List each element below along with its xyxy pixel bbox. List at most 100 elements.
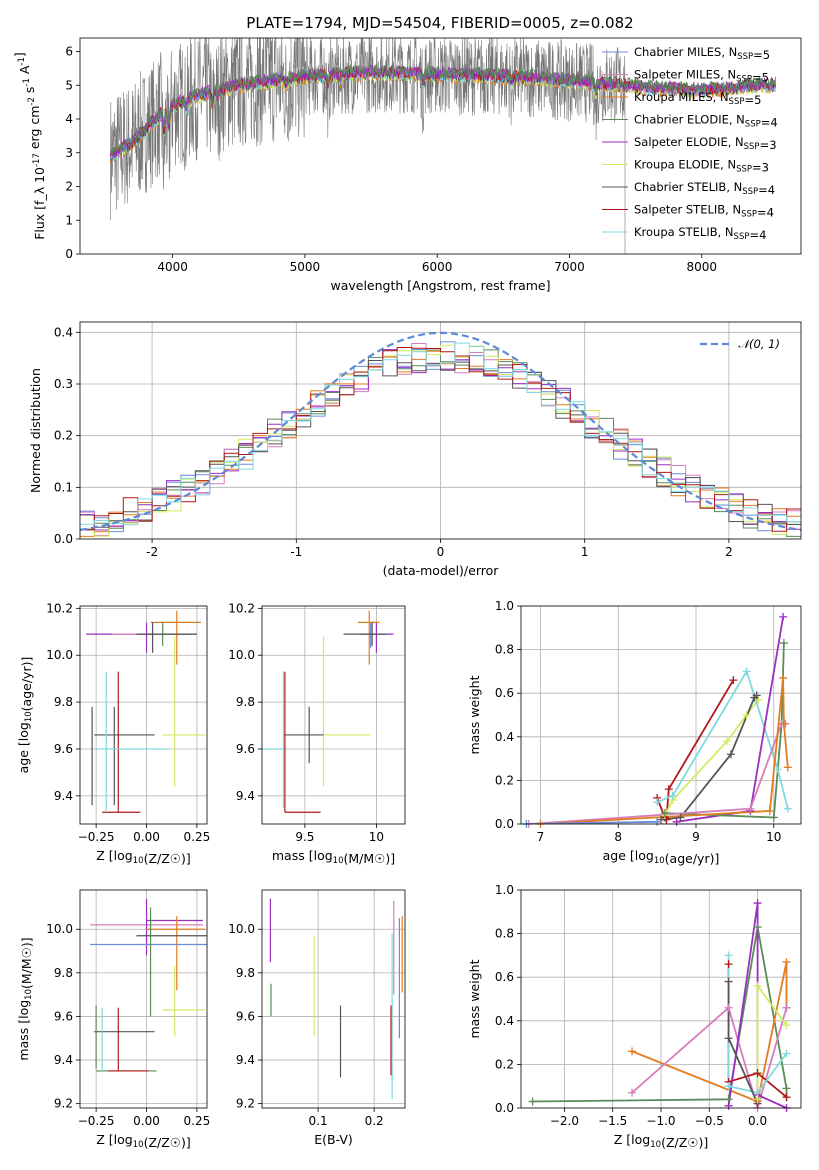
panel-mass_vs_ebv: 0.1 0.2 9.2 9.4 9.6 9.8 10.0 E(B-V) xyxy=(228,889,406,1147)
y-tick-label: 6 xyxy=(65,45,73,59)
legend-entry: Salpeter ELODIE, NSSP=3 xyxy=(634,135,777,152)
figure-title: PLATE=1794, MJD=54504, FIBERID=0005, z=0… xyxy=(246,14,633,32)
y-tick-label: 9.8 xyxy=(236,695,255,709)
marker-c8 xyxy=(773,765,782,774)
y-tick-label: 0 xyxy=(65,247,73,261)
marker-c5 xyxy=(742,711,751,719)
y-tick-label: 9.8 xyxy=(54,966,73,980)
y-tick-label: 9.6 xyxy=(54,1009,73,1023)
marker-c8 xyxy=(653,798,662,807)
x-tick-label: 10 xyxy=(766,830,781,844)
x-tick-label: 0 xyxy=(437,545,445,559)
y-tick-label: 10.0 xyxy=(46,648,73,662)
y-tick-label: 5 xyxy=(65,78,73,92)
marker-c6 xyxy=(727,750,735,759)
x-axis-label: (data-model)/error xyxy=(383,563,500,578)
x-axis-label: E(B-V) xyxy=(314,1132,353,1147)
series-line-c2 xyxy=(631,961,788,1103)
y-tick-label: 0.8 xyxy=(495,927,514,941)
y-tick-label: 9.2 xyxy=(54,1097,73,1111)
legend-entry: Kroupa MILES, NSSP=5 xyxy=(634,90,761,107)
axes-frame xyxy=(261,889,406,1109)
y-tick-label: 9.8 xyxy=(54,695,73,709)
plot-area xyxy=(109,38,777,254)
marker-c6 xyxy=(724,977,733,986)
y-tick-label: 1.0 xyxy=(495,883,514,897)
marker-c6 xyxy=(676,813,685,822)
y-tick-label: 0.4 xyxy=(495,730,514,744)
marker-c8 xyxy=(724,1082,733,1091)
x-axis-label: Z [log10(Z/Z☉)] xyxy=(614,1132,709,1150)
marker-c3 xyxy=(753,923,762,932)
y-tick-label: 4 xyxy=(65,112,73,126)
y-tick-label: 0.8 xyxy=(495,643,514,657)
axes-frame xyxy=(520,889,802,1109)
x-tick-label: 0.00 xyxy=(133,830,160,844)
legend-entry: Chabrier STELIB, NSSP=4 xyxy=(634,180,775,197)
marker-c1 xyxy=(628,1088,637,1097)
legend-entry: Salpeter MILES, NSSP=5 xyxy=(634,68,769,85)
y-tick-label: 10.2 xyxy=(46,601,73,615)
x-tick-label: 8000 xyxy=(687,260,718,274)
marker-c2 xyxy=(779,673,788,682)
marker-c2 xyxy=(782,957,791,966)
y-tick-label: 0.1 xyxy=(54,480,73,494)
marker-c8 xyxy=(668,791,677,800)
plot-area xyxy=(521,890,801,1108)
y-tick-label: 9.4 xyxy=(236,789,255,803)
legend-entry: Kroupa ELODIE, NSSP=3 xyxy=(634,158,769,175)
x-tick-label: 0.0 xyxy=(748,1114,767,1128)
y-tick-label: 10.0 xyxy=(46,922,73,936)
x-tick-label: 10 xyxy=(369,830,384,844)
marker-c1 xyxy=(746,804,755,813)
marker-c2 xyxy=(779,719,788,728)
x-tick-label: −2.0 xyxy=(550,1114,579,1128)
axes-frame xyxy=(79,605,208,825)
marker-c5 xyxy=(782,1021,791,1030)
x-tick-label: 8 xyxy=(614,830,622,844)
x-tick-label: 5000 xyxy=(290,260,321,274)
marker-c8 xyxy=(742,667,751,676)
marker-c3 xyxy=(528,1097,537,1106)
panel-spectrum: 4000 5000 6000 7000 8000 0 1 2 3 4 5 6 wavelength [A… xyxy=(12,37,802,293)
panel-residuals: -2 -1 0 1 2 0.0 0.1 0.2 0.3 0.4 (data-model)/error… xyxy=(28,321,802,578)
y-axis-label: Flux [f_λ 10-17 erg cm-2 s-1 A-1] xyxy=(12,52,47,240)
y-tick-label: 9.6 xyxy=(236,1009,255,1023)
y-tick-label: 9.4 xyxy=(54,1053,73,1067)
panel-mass_vs_Z: −0.25 0.00 0.25 9.2 9.4 9.6 9.8 10.0 Z [log10(Z/… xyxy=(16,889,210,1150)
histogram-c6 xyxy=(80,360,801,530)
x-tick-label: 9.5 xyxy=(295,830,314,844)
y-tick-label: 0.2 xyxy=(54,429,73,443)
y-tick-label: 0.2 xyxy=(495,773,514,787)
gaussian-curve xyxy=(80,331,801,531)
marker-c4 xyxy=(779,612,788,621)
panel-mass_weight_vs_Z: −2.0 −1.5 −1.0 −0.5 0.0 0.0 0.2 0.4 0.6 0.8 1.0 Z [… xyxy=(467,883,802,1150)
marker-c7 xyxy=(753,1069,762,1078)
series-line-c2 xyxy=(540,677,789,824)
y-tick-label: 10.0 xyxy=(228,922,255,936)
panel-mass_weight_vs_age: 7 8 9 10 0.0 0.2 0.4 0.6 0.8 1.0 age [log10(age/yr… xyxy=(467,599,802,866)
marker-c5 xyxy=(753,981,762,990)
plot-area xyxy=(80,606,207,824)
marker-c7 xyxy=(664,785,673,794)
plot-area xyxy=(521,606,801,824)
y-tick-label: 0.4 xyxy=(54,325,73,339)
series-line-c6 xyxy=(660,694,758,821)
histogram-c3 xyxy=(80,349,801,537)
marker-c1 xyxy=(724,1003,733,1012)
x-axis-label: Z [log10(Z/Z☉)] xyxy=(96,1132,191,1150)
marker-c2 xyxy=(628,1047,637,1056)
plot-area xyxy=(262,606,405,824)
panels-layer: 4000 5000 6000 7000 8000 0 1 2 3 4 5 6 wavelength [A… xyxy=(12,37,802,1150)
y-tick-label: 2 xyxy=(65,180,73,194)
marker-c6 xyxy=(752,691,761,700)
x-axis-label: mass [log10(M/M☉)] xyxy=(272,848,395,866)
marker-c2 xyxy=(765,806,774,815)
marker-c3 xyxy=(782,1084,791,1093)
legend: Chabrier MILES, NSSP=5 Salpeter MILES, NS… xyxy=(602,45,778,242)
marker-c4 xyxy=(672,817,681,826)
legend-entry: Kroupa STELIB, NSSP=4 xyxy=(634,225,766,242)
y-tick-label: 0.0 xyxy=(54,532,73,546)
y-tick-label: 9.6 xyxy=(54,742,73,756)
y-tick-label: 0.3 xyxy=(54,377,73,391)
